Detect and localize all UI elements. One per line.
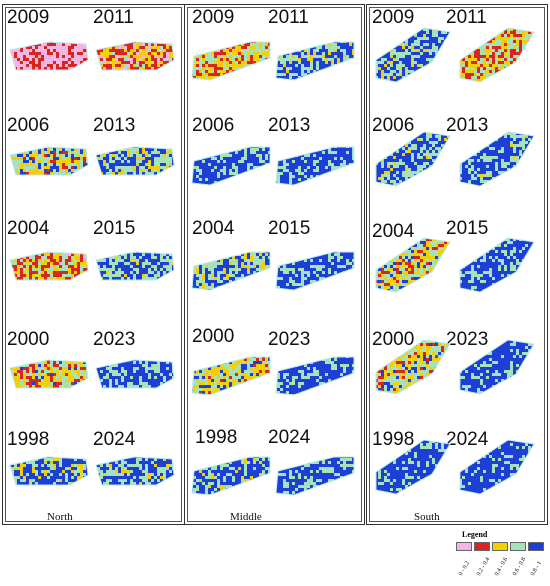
year-label: 2011 <box>446 7 487 28</box>
map-north-1998 <box>9 456 89 486</box>
legend: Legend 0 - 0.2 0.2 - 0.4 0.4 - 0.6 0.6 - 0.… <box>444 530 546 584</box>
map-north-2015 <box>95 251 175 281</box>
map-middle-2006 <box>191 146 271 186</box>
panel-south-border <box>369 7 545 522</box>
year-label: 1998 <box>195 427 238 448</box>
year-label: 2013 <box>446 115 489 136</box>
map-middle-2009 <box>191 41 271 81</box>
map-north-2011 <box>95 41 175 71</box>
panel-north-border <box>5 7 182 522</box>
year-label: 2004 <box>7 218 50 239</box>
region-label-north: North <box>47 511 73 523</box>
map-south-2009 <box>375 27 451 83</box>
map-south-2013 <box>459 131 535 187</box>
legend-swatch <box>492 542 508 551</box>
map-middle-2011 <box>275 41 355 81</box>
year-label: 2009 <box>192 7 235 28</box>
map-middle-2013 <box>275 146 355 186</box>
year-label: 2009 <box>7 7 50 28</box>
year-label: 1998 <box>372 429 415 450</box>
year-label: 2000 <box>192 326 235 347</box>
year-label: 2023 <box>93 329 136 350</box>
year-label: 2004 <box>372 221 415 242</box>
legend-swatch <box>528 542 544 551</box>
map-middle-1998 <box>191 456 271 496</box>
year-label: 2013 <box>93 115 136 136</box>
year-label: 2024 <box>268 427 311 448</box>
map-north-2004 <box>9 251 89 281</box>
legend-title: Legend <box>462 530 488 539</box>
year-label: 2023 <box>446 329 489 350</box>
map-middle-2004 <box>191 251 271 291</box>
region-label-south: South <box>414 511 440 523</box>
map-south-2004 <box>375 237 451 293</box>
map-south-2024 <box>459 439 535 495</box>
map-south-2000 <box>375 339 451 395</box>
year-label: 2009 <box>372 7 415 28</box>
map-north-2013 <box>95 146 175 176</box>
map-middle-2000 <box>191 356 271 396</box>
year-label: 2013 <box>268 115 311 136</box>
legend-swatch <box>456 542 472 551</box>
year-label: 2023 <box>268 329 311 350</box>
year-label: 2000 <box>7 329 50 350</box>
year-label: 2006 <box>372 115 415 136</box>
legend-class-label: 0.4 - 0.6 <box>494 556 510 577</box>
year-label: 2011 <box>268 7 309 28</box>
map-north-2024 <box>95 456 175 486</box>
year-label: 2006 <box>7 115 50 136</box>
legend-class-label: 0.6 - 0.8 <box>512 556 528 577</box>
map-south-1998 <box>375 439 451 495</box>
year-label: 2015 <box>446 218 489 239</box>
year-label: 2006 <box>192 115 235 136</box>
legend-swatch <box>510 542 526 551</box>
year-label: 2000 <box>372 329 415 350</box>
year-label: 2011 <box>93 7 134 28</box>
year-label: 2024 <box>93 429 136 450</box>
map-south-2023 <box>459 339 535 395</box>
map-middle-2023 <box>275 356 355 396</box>
map-south-2006 <box>375 131 451 187</box>
legend-class-label: 0 - 0.2 <box>458 560 471 577</box>
map-north-2000 <box>9 359 89 389</box>
map-north-2009 <box>9 41 89 71</box>
panel-middle-border <box>187 7 362 522</box>
map-north-2023 <box>95 359 175 389</box>
map-south-2011 <box>459 27 535 83</box>
year-label: 1998 <box>7 429 50 450</box>
year-label: 2015 <box>93 218 136 239</box>
map-south-2015 <box>459 237 535 293</box>
map-north-2006 <box>9 146 89 176</box>
legend-swatch <box>474 542 490 551</box>
region-label-middle: Middle <box>230 511 262 523</box>
map-middle-2015 <box>275 251 355 291</box>
year-label: 2015 <box>268 218 311 239</box>
map-middle-2024 <box>275 456 355 496</box>
year-label: 2004 <box>192 218 235 239</box>
legend-class-label: 0.2 - 0.4 <box>476 556 492 577</box>
legend-class-label: 0.8 - 1 <box>530 560 543 577</box>
year-label: 2024 <box>446 429 489 450</box>
